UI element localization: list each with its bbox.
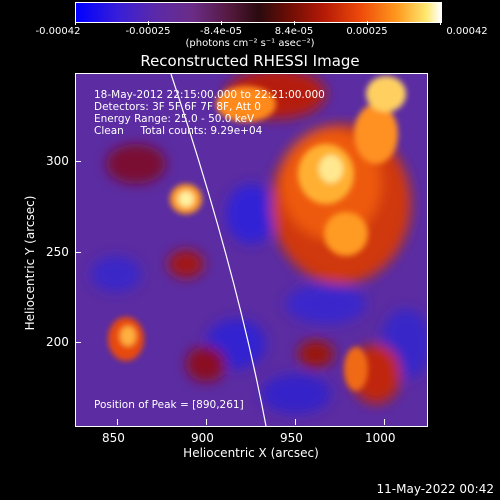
x-axis-label: Heliocentric X (arcsec) [183,446,319,460]
y-tick-label: 200 [46,335,69,349]
y-axis-label: Heliocentric Y (arcsec) [23,195,37,331]
x-tick-label: 900 [191,431,214,445]
x-tick-label: 1000 [365,431,396,445]
y-tick [75,252,81,253]
y-tick [75,161,81,162]
colorbar-tick [75,21,76,25]
x-tick-label: 950 [280,431,303,445]
colorbar-ticks: -0.00042 -0.00025 -8.4e-05 8.4e-05 0.000… [0,0,500,40]
colorbar-label: 8.4e-05 [274,26,314,37]
plot-title: Reconstructed RHESSI Image [140,52,360,70]
x-tick [117,419,118,425]
y-tick-label: 300 [46,154,69,168]
x-tick-label: 850 [102,431,125,445]
colorbar-label: -0.00042 [35,26,81,37]
colorbar-tick [221,21,222,25]
x-tick [206,419,207,425]
solar-limb [170,74,267,426]
rhessi-image-canvas [76,74,427,426]
y-tick-label: 250 [46,245,69,259]
colorbar-label: 0.00025 [346,26,388,37]
x-tick [295,419,296,425]
annotation-counts: Clean Total counts: 9.29e+04 [94,125,263,137]
colorbar [75,2,442,23]
annotation-time: 18-May-2012 22:15:00.000 to 22:21:00.000 [94,89,325,101]
colorbar-label: 0.00042 [446,26,488,37]
annotation-energy: Energy Range: 25.0 - 50.0 keV [94,113,255,125]
colorbar-label: -8.4e-05 [200,26,242,37]
colorbar-tick [294,21,295,25]
colorbar-label: -0.00025 [125,26,171,37]
annotation-detectors: Detectors: 3F 5F 6F 7F 8F, Att 0 [94,101,261,113]
colorbar-tick [440,21,441,25]
x-tick [384,419,385,425]
colorbar-units: (photons cm⁻² s⁻¹ asec⁻²) [185,38,315,49]
y-tick [75,342,81,343]
rhessi-image: 18-May-2012 22:15:00.000 to 22:21:00.000… [75,73,428,427]
colorbar-tick [367,21,368,25]
annotation-peak: Position of Peak = [890,261] [94,399,244,411]
timestamp: 11-May-2022 00:42 [376,482,494,496]
colorbar-tick [148,21,149,25]
